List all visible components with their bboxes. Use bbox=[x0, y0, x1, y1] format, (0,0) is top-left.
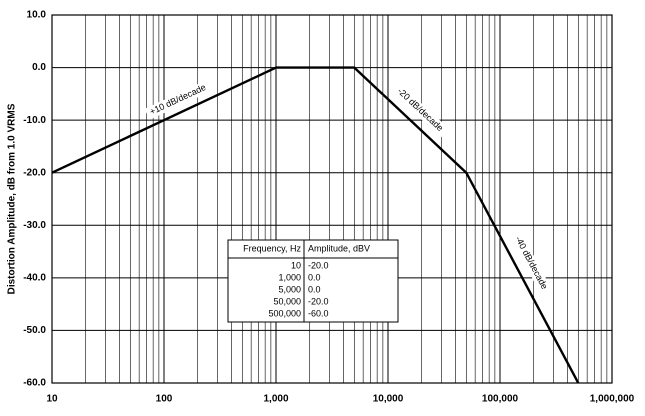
y-tick-label: -50.0 bbox=[23, 325, 46, 336]
plot-frame bbox=[51, 14, 613, 384]
table-header: Amplitude, dBV bbox=[308, 243, 370, 253]
annotation-bg bbox=[391, 82, 449, 138]
table-cell: -60.0 bbox=[308, 308, 329, 318]
table-cell: 0.0 bbox=[308, 272, 321, 282]
y-tick-label: 0.0 bbox=[32, 62, 46, 73]
table-cell: 1,000 bbox=[278, 272, 301, 282]
table-cell: -20.0 bbox=[308, 296, 329, 306]
y-tick-label: -60.0 bbox=[23, 378, 46, 389]
x-tick-label: 10,000 bbox=[373, 394, 404, 405]
line-series bbox=[51, 66, 580, 384]
annotation: -40 dB/decade bbox=[513, 235, 549, 291]
annotation: -20 dB/decade bbox=[396, 86, 446, 133]
y-tick-label: 10.0 bbox=[27, 10, 47, 21]
y-tick-label: -40.0 bbox=[23, 272, 46, 283]
table-cell: 10 bbox=[291, 260, 301, 270]
table-cell: -20.0 bbox=[308, 260, 329, 270]
x-tick-label: 1,000 bbox=[263, 394, 288, 405]
table-cell: 5,000 bbox=[278, 284, 301, 294]
y-axis-label: Distortion Amplitude, dB from 1.0 VRMS bbox=[7, 103, 18, 294]
table-cell: 0.0 bbox=[308, 284, 321, 294]
table-header: Frequency, Hz bbox=[243, 243, 301, 253]
annotation-bg bbox=[509, 230, 553, 296]
y-tick-label: -30.0 bbox=[23, 220, 46, 231]
x-tick-label: 1,000,000 bbox=[590, 394, 635, 405]
table-cell: 50,000 bbox=[273, 296, 301, 306]
annotation: +10 dB/decade bbox=[148, 82, 207, 117]
table-cell: 500,000 bbox=[268, 308, 301, 318]
x-tick-label: 100,000 bbox=[482, 394, 519, 405]
x-tick-label: 100 bbox=[156, 394, 173, 405]
y-tick-label: -20.0 bbox=[23, 167, 46, 178]
table-box bbox=[227, 239, 399, 323]
annotation-bg bbox=[144, 80, 212, 120]
y-tick-label: -10.0 bbox=[23, 115, 46, 126]
x-tick-label: 10 bbox=[46, 394, 58, 405]
